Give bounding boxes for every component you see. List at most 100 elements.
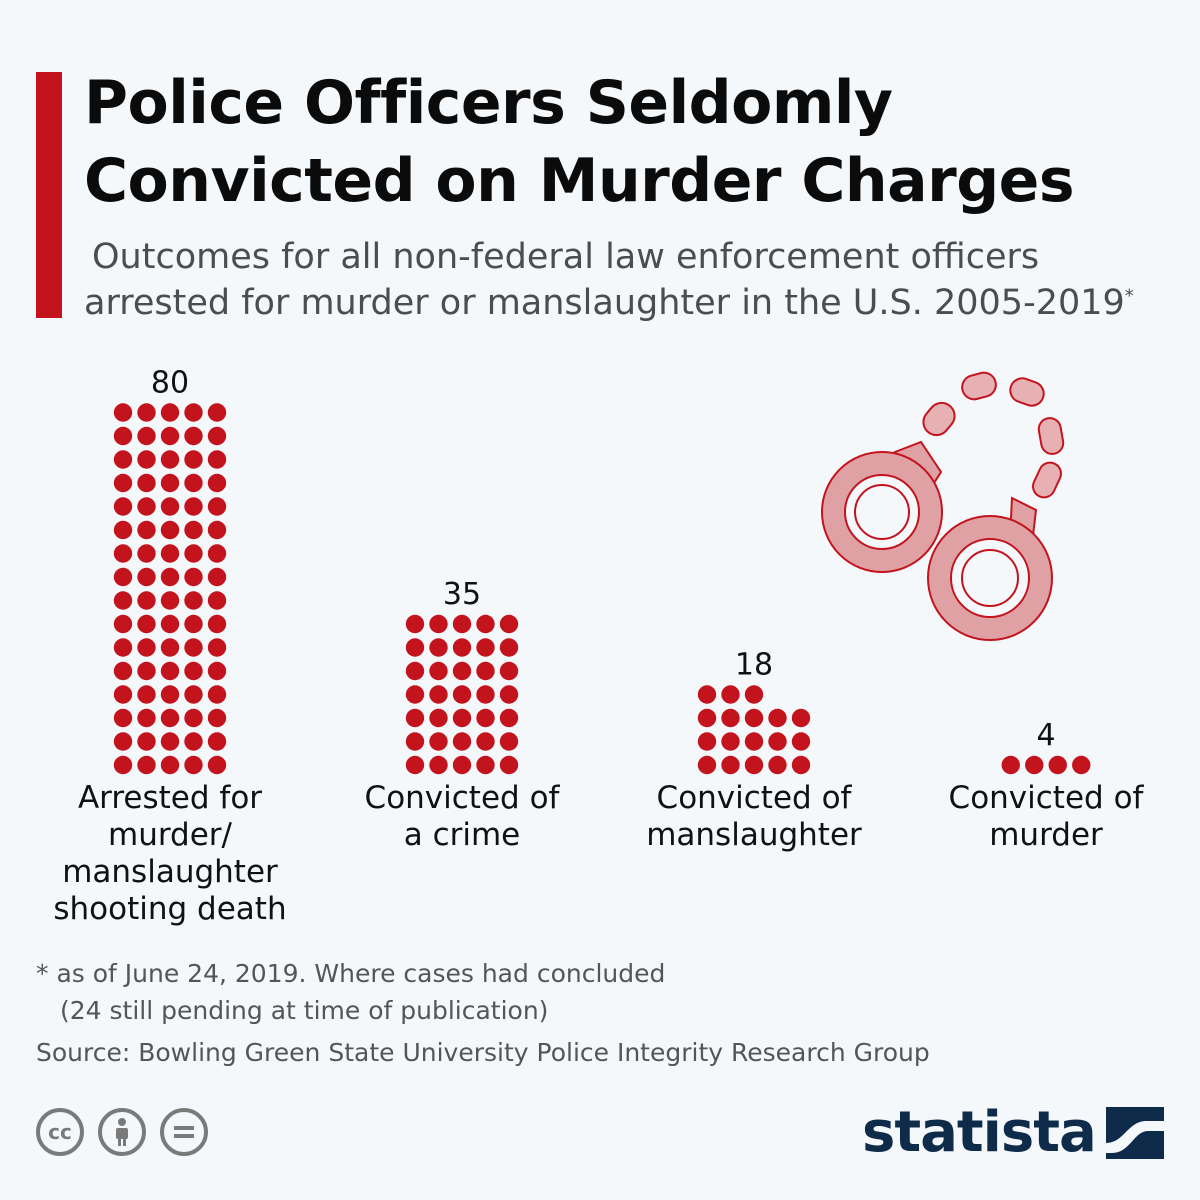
statista-logo-icon [1105,1106,1164,1159]
data-dot [405,685,425,704]
footnote-line-2: (24 still pending at time of publication… [60,996,549,1025]
data-dot [184,426,203,446]
data-dot [768,732,787,751]
data-dot [184,708,203,728]
bar-2: 18 [697,648,811,775]
data-dot [184,450,203,469]
data-dot [160,732,180,751]
data-dot [184,732,203,751]
statista-logo[interactable]: statista [862,1100,1164,1165]
data-dot [429,638,448,657]
data-dot [207,614,227,634]
data-dot [791,708,811,728]
bar-1: 35 [405,577,519,775]
data-dot [207,520,227,540]
handcuffs-icon [821,371,1065,641]
data-dot [429,614,448,634]
data-dot [207,708,227,728]
data-dot [184,661,203,681]
data-dot [113,708,133,728]
data-dot [137,567,156,587]
page-subtitle: Outcomes for all non-federal law enforce… [84,234,1184,326]
data-dot [160,567,180,587]
data-dot [499,755,519,775]
data-dot [768,708,787,728]
data-dot [137,591,156,610]
data-dot [113,614,133,634]
data-dot [160,426,180,446]
accent-bar [36,72,62,318]
data-dot [184,685,203,704]
data-dot [405,614,425,634]
title-line-1: Police Officers Seldomly [84,68,893,138]
category-label-convicted-murder: Convicted of murder [906,780,1186,854]
data-dot [207,567,227,587]
data-dot [113,755,133,775]
data-dot [113,403,133,422]
data-dot [476,685,495,704]
data-dot [1048,755,1067,775]
data-dot [113,520,133,540]
data-dot [113,544,133,563]
data-dot [113,591,133,610]
data-dot [452,708,472,728]
data-dot [744,708,764,728]
data-dot [113,661,133,681]
data-dot [137,450,156,469]
data-dot [499,661,519,681]
data-dot [137,614,156,634]
no-derivatives-icon[interactable] [160,1108,208,1156]
data-dot [184,497,203,516]
category-label-line: a crime [403,817,521,853]
data-dot [452,638,472,657]
data-dot [113,685,133,704]
data-dot [429,755,448,775]
data-dot [452,732,472,751]
data-dot [184,520,203,540]
category-label-line: murder [989,817,1103,853]
data-dot [476,661,495,681]
data-dot [113,567,133,587]
data-dot [405,661,425,681]
data-dot [137,426,156,446]
data-dot [207,685,227,704]
data-dot [405,755,425,775]
attribution-icon[interactable] [98,1108,146,1156]
data-dot [429,732,448,751]
data-dot [160,544,180,563]
data-dot [476,638,495,657]
data-dot [721,685,740,704]
data-dot [499,732,519,751]
source-note: Source: Bowling Green State University P… [36,1038,930,1067]
data-dot [405,638,425,657]
data-dot [137,520,156,540]
data-dot [499,614,519,634]
data-dot [207,450,227,469]
data-dot [476,732,495,751]
value-label: 4 [1036,718,1055,753]
data-dot [113,638,133,657]
data-dot [429,661,448,681]
footnote-line-1: * as of June 24, 2019. Where cases had c… [36,959,666,988]
data-dot [429,685,448,704]
subtitle-footnote-marker: * [1124,285,1134,307]
data-dot [207,732,227,751]
data-dot [160,473,180,493]
data-dot [184,473,203,493]
data-dot [160,638,180,657]
category-label-line: Convicted of [656,780,852,816]
cc-icon[interactable]: cc [36,1108,84,1156]
data-dot [744,755,764,775]
data-dot [744,732,764,751]
data-dot [207,591,227,610]
data-dot [768,755,787,775]
data-dot [452,685,472,704]
value-label: 18 [735,648,773,683]
category-label-arrested: Arrested for murder/ manslaughter shooti… [30,780,310,928]
category-label-line: Arrested for [77,780,263,816]
data-dot [184,614,203,634]
data-dot [184,755,203,775]
data-dot [452,614,472,634]
license-icons: cc [36,1108,208,1156]
data-dot [137,544,156,563]
